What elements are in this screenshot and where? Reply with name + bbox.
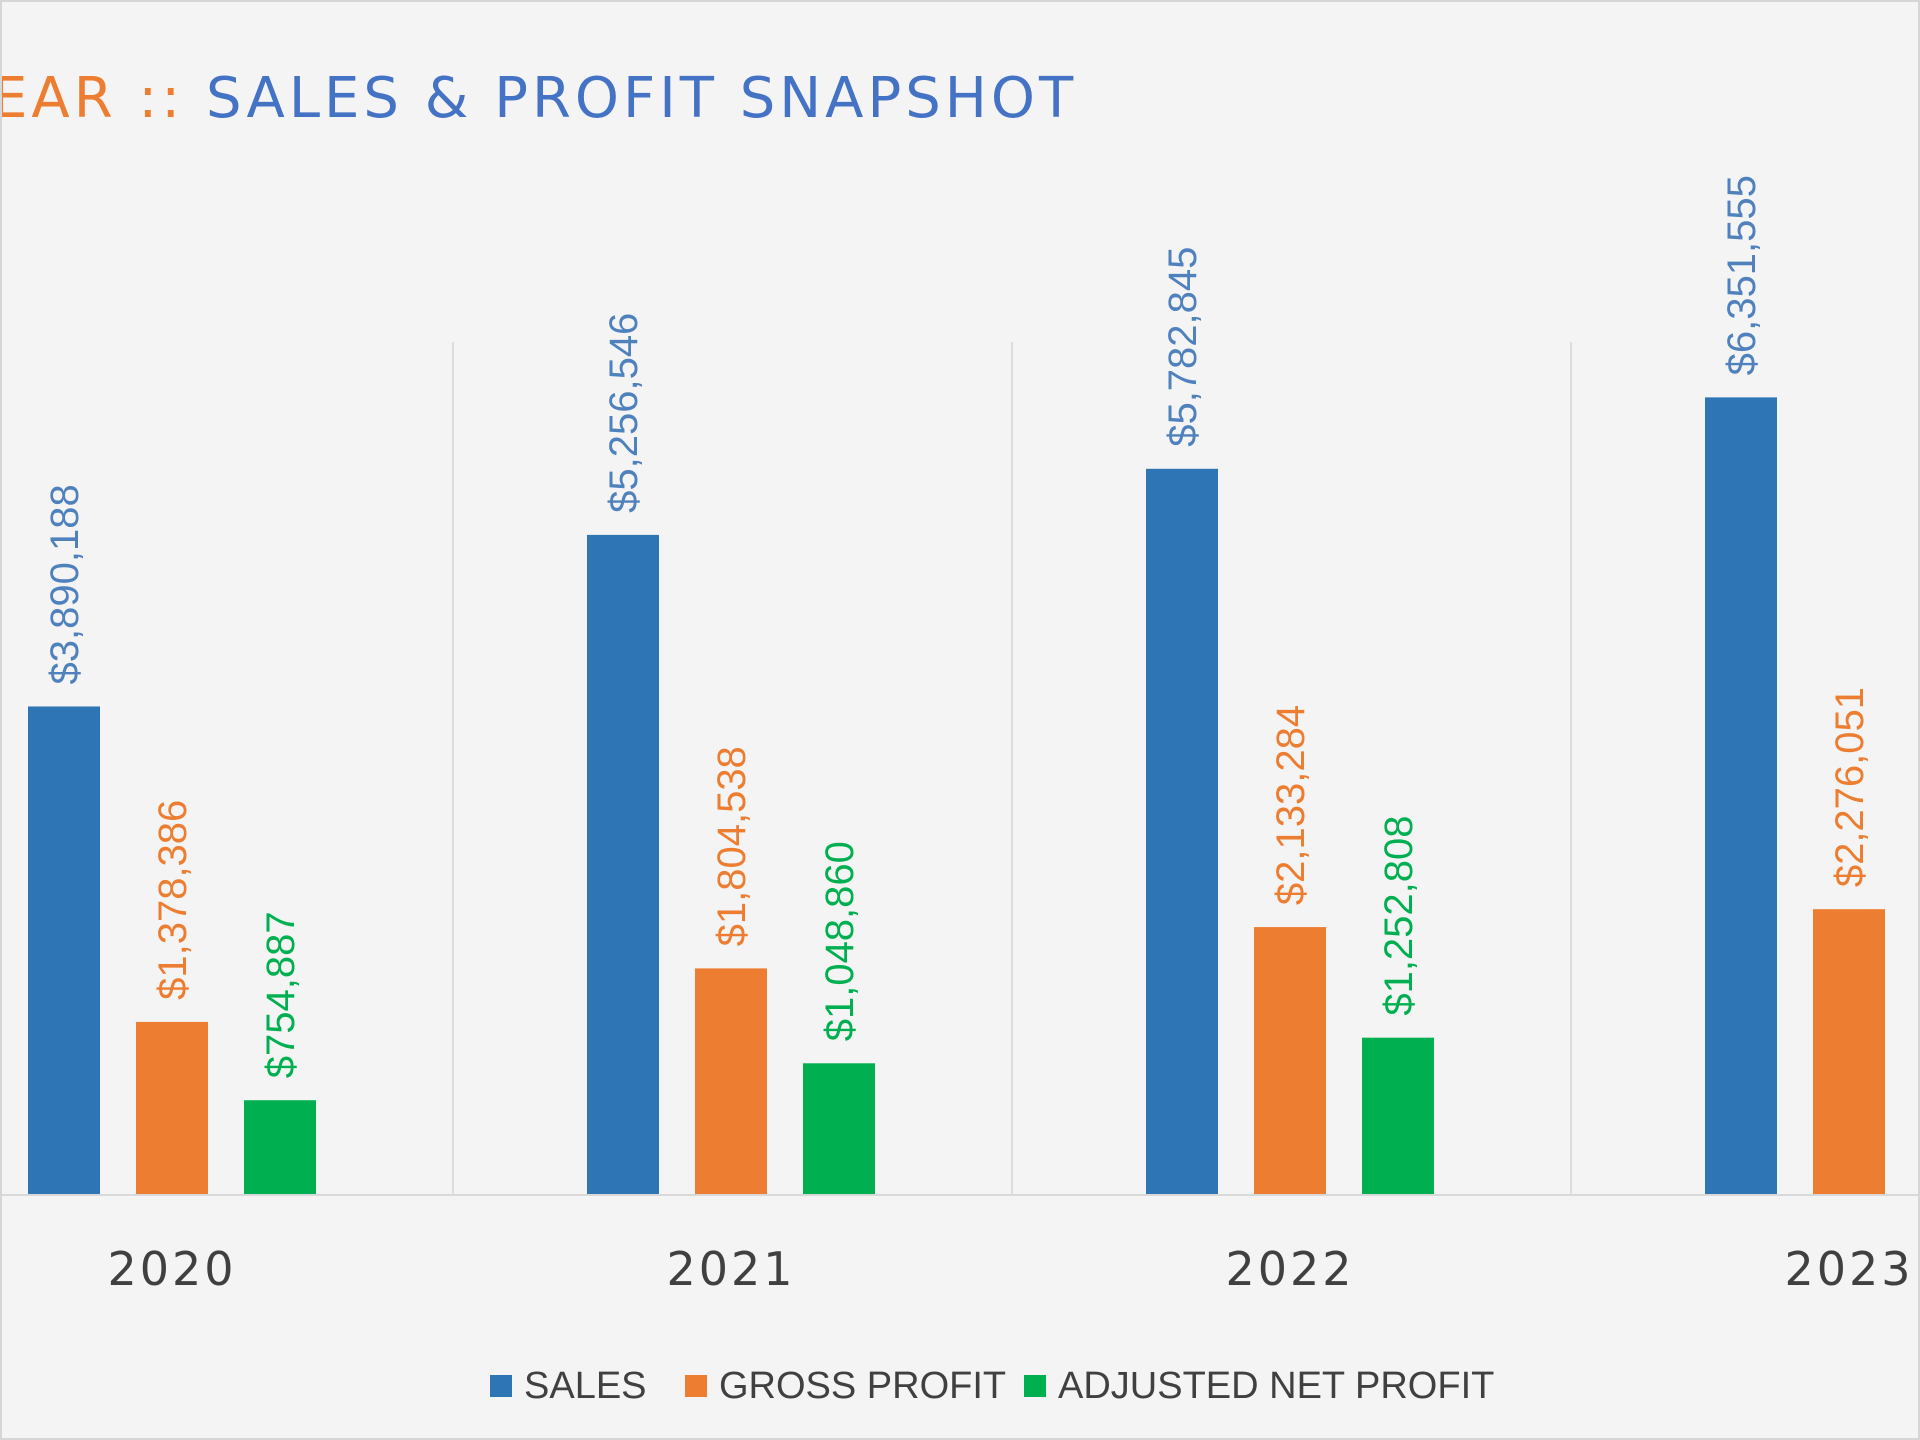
x-tick-label: 2022 — [1225, 1242, 1354, 1296]
legend-swatch — [1024, 1375, 1046, 1397]
value-label: $5,782,845 — [1161, 247, 1205, 447]
legend-label: ADJUSTED NET PROFIT — [1058, 1365, 1494, 1407]
bar-adjusted-net-profit-2022 — [1362, 1037, 1434, 1195]
x-tick-label: 2023 — [1784, 1242, 1913, 1296]
bar-adjusted-net-profit-2020 — [244, 1100, 316, 1195]
x-tick-label: 2020 — [107, 1242, 236, 1296]
bar-sales-2020 — [28, 706, 100, 1195]
value-label: $6,351,555 — [1720, 175, 1764, 375]
value-label: $2,133,284 — [1269, 705, 1313, 905]
chart-title-part1: EAR :: — [2, 66, 206, 131]
category-separators — [452, 342, 1572, 1195]
x-tick-label: 2021 — [666, 1242, 795, 1296]
value-label: $2,276,051 — [1828, 687, 1872, 887]
legend-label: GROSS PROFIT — [719, 1365, 1006, 1407]
value-label: $1,378,386 — [151, 800, 195, 1000]
bar-gross-profit-2021 — [695, 968, 767, 1195]
x-tick-label-group: 2020 2021 2022 2023 — [107, 1242, 1913, 1296]
bar-group — [28, 397, 1885, 1196]
bar-sales-2023 — [1705, 397, 1777, 1195]
bar-gross-profit-2022 — [1254, 927, 1326, 1195]
bar-gross-profit-2023 — [1813, 909, 1885, 1195]
legend: SALES GROSS PROFIT ADJUSTED NET PROFIT — [490, 1365, 1494, 1407]
legend-label: SALES — [524, 1365, 647, 1407]
bar-sales-2021 — [587, 534, 659, 1195]
bar-sales-2022 — [1146, 468, 1218, 1196]
value-label: $1,252,808 — [1377, 815, 1421, 1015]
value-label: $5,256,546 — [602, 313, 646, 513]
value-label: $1,048,860 — [818, 841, 862, 1041]
value-label: $3,890,188 — [43, 484, 87, 684]
chart-title: EAR :: SALES & PROFIT SNAPSHOT — [2, 66, 1077, 131]
legend-swatch — [490, 1375, 512, 1397]
bar-gross-profit-2020 — [136, 1021, 208, 1195]
value-label-group: $3,890,188 $1,378,386 $754,887 $5,256,546 $1… — [43, 175, 1872, 1078]
value-label: $754,887 — [259, 911, 303, 1078]
chart-title-part2: SALES & PROFIT SNAPSHOT — [206, 66, 1077, 131]
legend-swatch — [685, 1375, 707, 1397]
value-label: $1,804,538 — [710, 746, 754, 946]
bar-adjusted-net-profit-2021 — [803, 1063, 875, 1195]
